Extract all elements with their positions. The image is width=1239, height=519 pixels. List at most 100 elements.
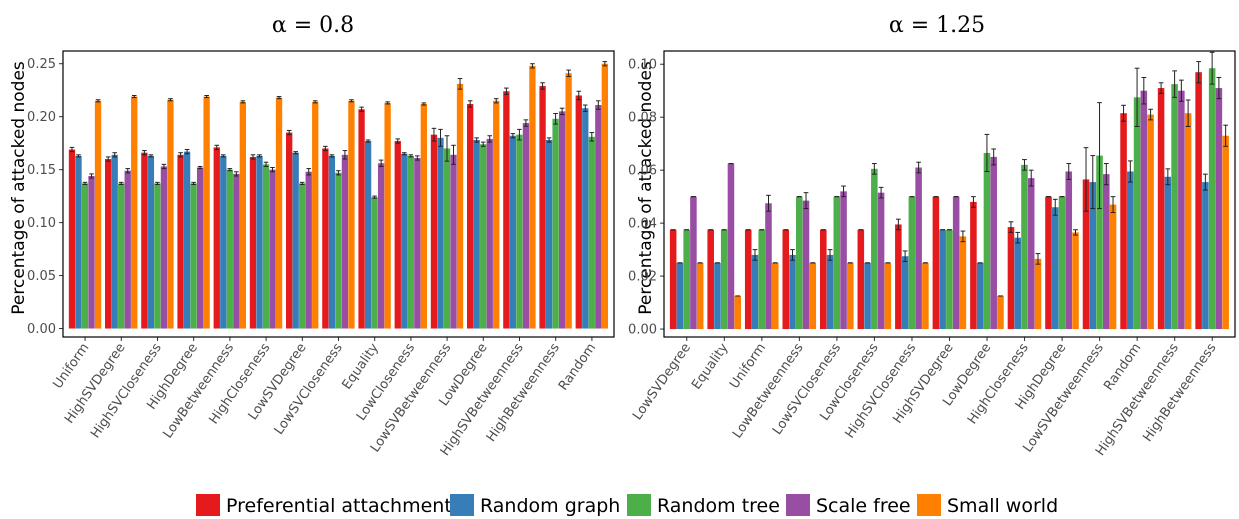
- bar-lowcloseness-small-world: [420, 103, 427, 329]
- bar-lowsvbetweenness-preferential-attachment: [1082, 179, 1090, 330]
- bar-lowbetweenness-small-world: [239, 101, 246, 329]
- error-bar-highsvcloseness-preferential-attachment: [895, 218, 901, 231]
- error-bar-highbetweenness-preferential-attachment: [540, 82, 545, 90]
- legend: Preferential attachment Random graph Ran…: [196, 494, 1058, 517]
- bar-lowbetweenness-preferential-attachment: [782, 229, 790, 330]
- legend-label: Random tree: [657, 495, 780, 517]
- bar-highcloseness-small-world: [1034, 258, 1042, 330]
- bar-lowdegree-small-world: [493, 100, 500, 329]
- error-bar-lowsvbetweenness-preferential-attachment: [1083, 147, 1089, 212]
- error-bar-lowdegree-preferential-attachment: [467, 100, 473, 108]
- y-tick-label: 0.15: [27, 163, 56, 178]
- legend-item-preferential-attachment: Preferential attachment: [196, 494, 452, 517]
- bar-lowsvbetweenness-preferential-attachment: [430, 134, 438, 329]
- x-tick-label-highsvcloseness: HighSVCloseness: [843, 341, 920, 442]
- error-bar-highsvcloseness-random-graph: [902, 250, 908, 263]
- error-bar-highdegree-preferential-attachment: [178, 152, 183, 158]
- error-bar-uniform-preferential-attachment: [69, 146, 75, 153]
- error-bar-highsvcloseness-random-graph: [148, 154, 154, 158]
- bar-lowsvdegree-random-graph: [676, 262, 684, 330]
- bar-lowsvbetweenness-small-world: [1109, 204, 1117, 330]
- legend-swatch: [627, 494, 651, 516]
- bar-lowsvcloseness-small-world: [847, 262, 854, 330]
- error-bar-highsvdegree-preferential-attachment: [105, 156, 111, 162]
- y-tick-label: 0.04: [628, 217, 657, 232]
- panel-right: α = 1.25 Percentage of attacked nodes 0.…: [628, 13, 1236, 459]
- bar-uniform-random-graph: [75, 155, 82, 329]
- bar-lowsvbetweenness-scale-free: [1103, 174, 1110, 330]
- legend-item-random-tree: Random tree: [627, 494, 780, 517]
- error-bar-lowdegree-small-world: [493, 98, 499, 104]
- error-bar-uniform-scale-free: [89, 173, 94, 179]
- bar-lowbetweenness-small-world: [809, 262, 817, 330]
- bar-lowsvdegree-small-world: [312, 101, 319, 329]
- bar-highcloseness-small-world: [275, 97, 283, 329]
- bar-highdegree-small-world: [1072, 232, 1079, 330]
- error-bar-lowdegree-random-tree: [984, 133, 990, 172]
- bar-lowsvcloseness-random-tree: [335, 172, 342, 329]
- bar-highsvcloseness-scale-free: [160, 166, 168, 329]
- error-bar-lowsvbetweenness-scale-free: [451, 144, 456, 165]
- bar-lowbetweenness-random-tree: [226, 169, 233, 329]
- error-bar-highdegree-random-tree: [191, 181, 196, 185]
- error-bar-uniform-random-graph: [76, 154, 81, 158]
- bar-lowsvcloseness-random-graph: [826, 254, 834, 330]
- bar-highbetweenness-preferential-attachment: [1195, 72, 1202, 330]
- error-bar-lowdegree-random-graph: [474, 137, 479, 143]
- error-bar-highsvbetweenness-scale-free: [1178, 79, 1184, 102]
- error-bar-lowsvdegree-random-tree: [299, 181, 305, 185]
- bar-random-random-tree: [588, 136, 595, 329]
- bar-highdegree-random-tree: [1058, 196, 1066, 330]
- error-bar-highdegree-scale-free: [197, 165, 203, 170]
- error-bar-highsvcloseness-scale-free: [161, 163, 167, 170]
- bar-random-random-tree: [1133, 97, 1141, 330]
- bar-lowcloseness-preferential-attachment: [857, 229, 865, 330]
- y-tick-label: 0.05: [27, 269, 56, 284]
- error-bar-highbetweenness-scale-free: [559, 107, 565, 116]
- error-bar-highsvdegree-random-tree: [118, 181, 124, 185]
- error-bar-uniform-small-world: [95, 99, 101, 103]
- bar-lowdegree-random-graph: [976, 262, 984, 330]
- y-tick-label: 0.20: [27, 110, 56, 125]
- error-bar-random-random-graph: [1127, 160, 1133, 183]
- bar-highsvbetweenness-scale-free: [1178, 90, 1185, 330]
- bar-highsvcloseness-preferential-attachment: [141, 152, 148, 329]
- bar-lowsvbetweenness-scale-free: [450, 154, 457, 329]
- x-tick-label-lowsvcloseness: LowSVCloseness: [770, 341, 844, 438]
- bar-random-preferential-attachment: [1120, 113, 1127, 330]
- error-bar-highcloseness-preferential-attachment: [250, 154, 256, 160]
- bar-highbetweenness-small-world: [1222, 135, 1229, 330]
- x-tick-label-equality: Equality: [689, 340, 732, 392]
- error-bar-lowsvdegree-scale-free: [306, 168, 311, 176]
- bar-lowbetweenness-scale-free: [802, 200, 810, 330]
- panel-left: α = 0.8 Percentage of attacked nodes 0.0…: [9, 13, 615, 459]
- error-bar-random-small-world: [602, 61, 608, 67]
- bar-highsvdegree-random-tree: [118, 183, 125, 329]
- error-bar-lowbetweenness-scale-free: [234, 171, 239, 177]
- bar-highsvdegree-small-world: [131, 96, 138, 329]
- error-bar-highcloseness-small-world: [276, 96, 282, 100]
- bar-highdegree-preferential-attachment: [177, 154, 184, 329]
- error-bar-highbetweenness-random-graph: [546, 137, 552, 143]
- bar-lowsvcloseness-preferential-attachment: [820, 229, 827, 330]
- error-bar-highsvdegree-scale-free: [125, 168, 130, 174]
- bar-uniform-small-world: [771, 262, 779, 330]
- error-bar-lowsvdegree-small-world: [312, 100, 318, 104]
- bar-random-preferential-attachment: [575, 95, 582, 329]
- error-bar-lowcloseness-scale-free: [415, 155, 420, 161]
- bar-lowsvdegree-random-tree: [683, 229, 690, 330]
- panel-right-title: α = 1.25: [889, 13, 985, 38]
- bar-highsvbetweenness-random-tree: [1171, 84, 1178, 330]
- error-bar-equality-small-world: [385, 101, 390, 105]
- error-bar-lowsvbetweenness-preferential-attachment: [431, 127, 437, 142]
- bar-highsvbetweenness-small-world: [1184, 113, 1192, 330]
- error-bar-highbetweenness-scale-free: [1216, 76, 1222, 100]
- bar-highsvdegree-scale-free: [952, 196, 960, 330]
- y-tick-label: 0.10: [628, 58, 657, 73]
- error-bar-lowsvcloseness-scale-free: [342, 150, 348, 160]
- y-tick-label: 0.10: [27, 216, 56, 231]
- error-bar-highdegree-scale-free: [1066, 163, 1072, 180]
- bar-uniform-small-world: [94, 100, 102, 329]
- bar-lowbetweenness-random-tree: [795, 196, 803, 330]
- bar-uniform-preferential-attachment: [68, 149, 76, 329]
